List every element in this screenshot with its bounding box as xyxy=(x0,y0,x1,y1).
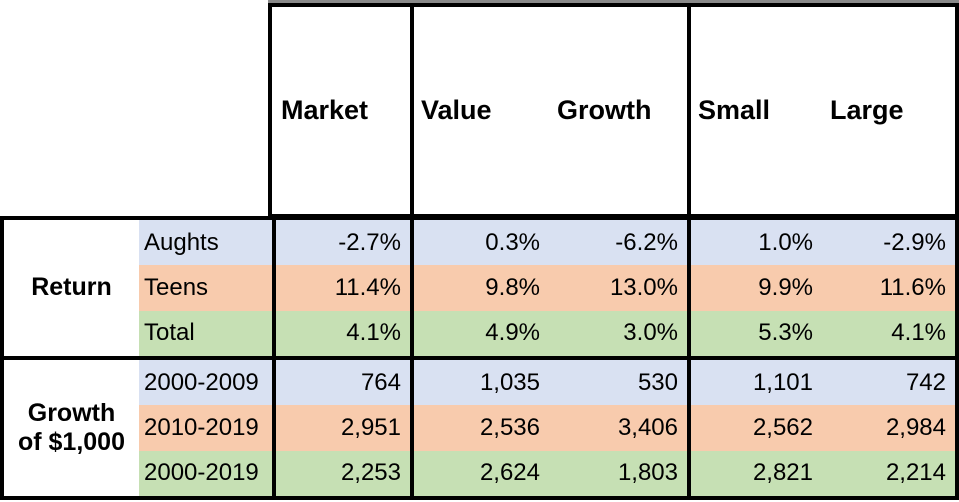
cell-aughts-growth: -6.2% xyxy=(549,220,687,266)
cell-teens-small: 9.9% xyxy=(687,265,822,311)
column-header-small: Small xyxy=(698,95,771,125)
cell-2000-2009-small: 1,101 xyxy=(687,360,822,406)
section-label-growth-of-1000: Growth of $1,000 xyxy=(4,360,139,496)
cell-2000-2019-small: 2,821 xyxy=(687,450,822,496)
cell-aughts-small: 1.0% xyxy=(687,220,822,266)
section-growth-of-1000: Growth of $1,000 2000-2009 764 1,035 530… xyxy=(4,356,955,496)
cell-teens-growth: 13.0% xyxy=(549,265,687,311)
table-row-teens: Teens 11.4% 9.8% 13.0% 9.9% 11.6% xyxy=(139,265,955,311)
header-group-small-large: Small Large xyxy=(687,7,955,214)
table-row-2000-2019: 2000-2019 2,253 2,624 1,803 2,821 2,214 xyxy=(139,450,955,496)
row-label-teens: Teens xyxy=(139,265,272,311)
header-top-shadow xyxy=(268,0,959,3)
cell-2010-2019-market: 2,951 xyxy=(272,405,410,451)
cell-2010-2019-small: 2,562 xyxy=(687,405,822,451)
section-label-line: of $1,000 xyxy=(17,428,125,456)
cell-2010-2019-value: 2,536 xyxy=(410,405,549,451)
cell-aughts-market: -2.7% xyxy=(272,220,410,266)
column-header-large: Large xyxy=(830,95,904,125)
cell-2000-2019-value: 2,624 xyxy=(410,450,549,496)
header-group-value-growth: Value Growth xyxy=(410,7,687,214)
row-label-2010-2019: 2010-2019 xyxy=(139,405,272,451)
table-row-2010-2019: 2010-2019 2,951 2,536 3,406 2,562 2,984 xyxy=(139,405,955,451)
table-row-aughts: Aughts -2.7% 0.3% -6.2% 1.0% -2.9% xyxy=(139,220,955,266)
cell-total-small: 5.3% xyxy=(687,310,822,356)
column-header-market: Market xyxy=(281,95,369,125)
cell-2000-2019-growth: 1,803 xyxy=(549,450,687,496)
row-label-aughts: Aughts xyxy=(139,220,272,266)
header-row: Market Value Growth Small Large xyxy=(268,3,959,218)
section-return: Return Aughts -2.7% 0.3% -6.2% 1.0% -2.9… xyxy=(4,220,955,356)
cell-2000-2019-large: 2,214 xyxy=(822,450,955,496)
column-header-value: Value xyxy=(421,95,492,125)
cell-2010-2019-large: 2,984 xyxy=(822,405,955,451)
section-label-return: Return xyxy=(4,220,139,356)
row-label-total: Total xyxy=(139,310,272,356)
section-growth-rows: 2000-2009 764 1,035 530 1,101 742 2010-2… xyxy=(139,360,955,496)
table-row-2000-2009: 2000-2009 764 1,035 530 1,101 742 xyxy=(139,360,955,406)
cell-total-market: 4.1% xyxy=(272,310,410,356)
header-group-market: Market xyxy=(272,7,410,214)
cell-2010-2019-growth: 3,406 xyxy=(549,405,687,451)
cell-total-growth: 3.0% xyxy=(549,310,687,356)
section-label-line: Growth xyxy=(27,398,116,427)
table-body: Return Aughts -2.7% 0.3% -6.2% 1.0% -2.9… xyxy=(0,216,959,500)
cell-2000-2009-growth: 530 xyxy=(549,360,687,406)
cell-total-large: 4.1% xyxy=(822,310,955,356)
cell-total-value: 4.9% xyxy=(410,310,549,356)
cell-2000-2009-value: 1,035 xyxy=(410,360,549,406)
row-label-2000-2019: 2000-2019 xyxy=(139,450,272,496)
column-header-growth: Growth xyxy=(557,95,652,125)
cell-aughts-large: -2.9% xyxy=(822,220,955,266)
section-return-rows: Aughts -2.7% 0.3% -6.2% 1.0% -2.9% Teens… xyxy=(139,220,955,356)
table-row-total: Total 4.1% 4.9% 3.0% 5.3% 4.1% xyxy=(139,310,955,356)
cell-teens-large: 11.6% xyxy=(822,265,955,311)
cell-teens-market: 11.4% xyxy=(272,265,410,311)
section-label-line: Return xyxy=(31,273,112,302)
cell-2000-2009-market: 764 xyxy=(272,360,410,406)
cell-teens-value: 9.8% xyxy=(410,265,549,311)
row-label-2000-2009: 2000-2009 xyxy=(139,360,272,406)
cell-2000-2009-large: 742 xyxy=(822,360,955,406)
cell-aughts-value: 0.3% xyxy=(410,220,549,266)
cell-2000-2019-market: 2,253 xyxy=(272,450,410,496)
